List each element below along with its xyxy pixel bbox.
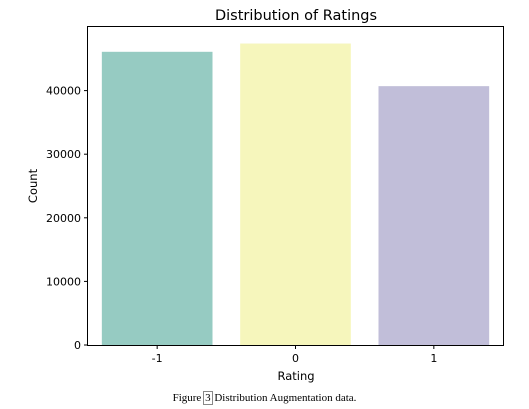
bar-1 xyxy=(378,86,490,345)
y-tick-label: 10000 xyxy=(46,275,81,288)
y-axis-ticks: 0 10000 20000 30000 40000 xyxy=(46,85,88,352)
y-axis-label: Count xyxy=(26,168,40,203)
caption-text: Distribution Augmentation data. xyxy=(214,392,357,404)
x-tick-label: 1 xyxy=(430,352,437,365)
y-tick-label: 0 xyxy=(74,339,81,352)
bar-0 xyxy=(240,43,351,345)
bar-chart: Distribution of Ratings 0 10000 20000 30000… xyxy=(26,8,504,383)
caption-prefix: Figure xyxy=(172,392,202,404)
x-axis-label: Rating xyxy=(277,369,314,383)
chart-title: Distribution of Ratings xyxy=(215,8,377,24)
bar--1 xyxy=(101,51,213,345)
bars-layer xyxy=(101,43,490,345)
figure-caption: Figure 3 Distribution Augmentation data. xyxy=(0,391,529,405)
x-axis-ticks: -1 0 1 xyxy=(152,345,437,365)
y-tick-label: 30000 xyxy=(46,148,81,161)
caption-number: 3 xyxy=(203,391,213,405)
x-tick-label: -1 xyxy=(152,352,163,365)
y-tick-label: 40000 xyxy=(46,85,81,98)
y-tick-label: 20000 xyxy=(46,212,81,225)
x-tick-label: 0 xyxy=(292,352,299,365)
